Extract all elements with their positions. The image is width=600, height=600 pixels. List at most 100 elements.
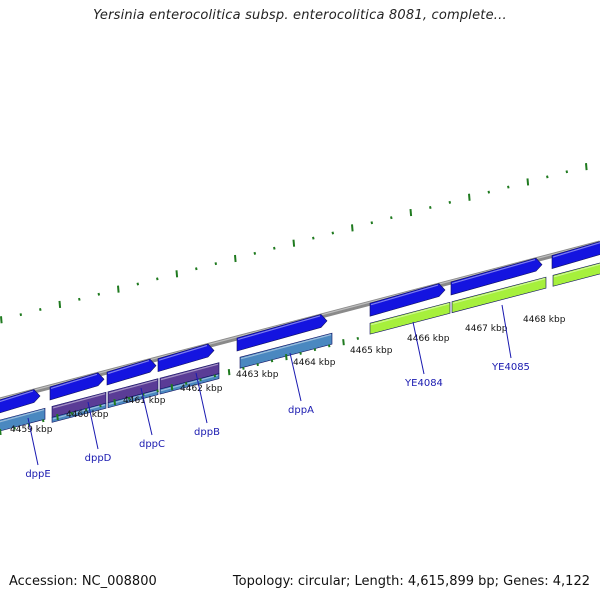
inner-tick bbox=[313, 348, 317, 352]
gene-block-purple-sheen bbox=[52, 393, 106, 409]
gene-leader-line bbox=[87, 401, 99, 450]
inner-tick bbox=[70, 411, 74, 415]
gene-block-purple-sheen bbox=[160, 363, 219, 381]
inner-tick bbox=[41, 419, 45, 423]
inner-tick bbox=[127, 396, 131, 400]
outer-tick bbox=[39, 308, 42, 312]
inner-tick bbox=[285, 354, 288, 361]
gene-block-lime-sheen bbox=[452, 278, 546, 304]
kbp-label: 4468 kbp bbox=[523, 315, 566, 325]
gene-leader-line bbox=[412, 321, 425, 375]
genome-stats: Topology: circular; Length: 4,615,899 bp… bbox=[232, 574, 590, 589]
forward-cds-arrow bbox=[49, 372, 105, 401]
outer-tick bbox=[78, 297, 81, 301]
inner-tick bbox=[256, 363, 259, 367]
outer-tick bbox=[58, 300, 62, 309]
inner-tick bbox=[99, 404, 102, 408]
gene-block-lime bbox=[552, 262, 600, 287]
outer-tick bbox=[156, 277, 159, 281]
outer-tick bbox=[565, 170, 569, 174]
gene-label-dppc: dppC bbox=[139, 439, 165, 450]
outer-tick bbox=[0, 316, 3, 324]
gene-block-steel-sheen bbox=[0, 409, 45, 423]
forward-cds-arrow bbox=[157, 343, 215, 373]
outer-tick bbox=[312, 236, 315, 240]
gene-block-lime bbox=[369, 301, 451, 335]
inner-tick-ring bbox=[0, 336, 360, 436]
inner-tick bbox=[156, 389, 159, 393]
gene-block-steel bbox=[239, 332, 333, 369]
outer-tick bbox=[273, 246, 276, 250]
inner-tick bbox=[142, 393, 145, 397]
outer-tick bbox=[292, 239, 296, 247]
outer-tick bbox=[117, 285, 120, 293]
forward-cds-arrow bbox=[369, 283, 446, 317]
outer-tick bbox=[507, 185, 510, 189]
outer-tick bbox=[234, 254, 237, 263]
gene-block-steel-sheen bbox=[52, 404, 106, 420]
outer-tick bbox=[390, 216, 393, 220]
outer-tick bbox=[97, 292, 101, 296]
gene-leader-line bbox=[195, 372, 208, 424]
forward-cds-arrow bbox=[0, 389, 41, 414]
inner-tick bbox=[213, 374, 217, 378]
outer-tick bbox=[331, 231, 335, 235]
gene-block-steel-sheen bbox=[160, 374, 219, 392]
inner-tick bbox=[0, 428, 2, 436]
inner-tick bbox=[270, 359, 274, 363]
gene-leader-line bbox=[501, 304, 512, 359]
gene-block-steel bbox=[51, 402, 107, 423]
inner-tick bbox=[242, 366, 245, 370]
outer-tick bbox=[253, 251, 257, 255]
outer-tick bbox=[546, 175, 549, 179]
outer-tick bbox=[195, 267, 198, 271]
gene-block-purple-sheen bbox=[108, 379, 158, 394]
inner-tick bbox=[113, 398, 116, 406]
outer-tick bbox=[429, 205, 432, 209]
outer-tick bbox=[487, 190, 491, 194]
forward-cds-arrow-sheen bbox=[370, 284, 439, 306]
gene-label-ye4085: YE4085 bbox=[491, 362, 530, 373]
gene-leader-line bbox=[140, 387, 153, 436]
accession-label: Accession: NC_008800 bbox=[9, 574, 157, 589]
forward-cds-arrow bbox=[106, 358, 157, 386]
gene-labels: dppE dppD dppC dppB dppA YE4084 YE4085 bbox=[25, 304, 530, 480]
forward-cds-arrow-sheen bbox=[237, 315, 321, 341]
gene-label-dppa: dppA bbox=[288, 405, 314, 416]
gene-block-lime-sheen bbox=[370, 303, 450, 326]
inner-tick bbox=[327, 344, 331, 348]
outer-tick bbox=[526, 178, 530, 186]
inner-tick bbox=[199, 378, 202, 382]
kbp-label: 4459 kbp bbox=[10, 425, 53, 435]
inner-tick bbox=[184, 381, 188, 385]
kbp-label: 4465 kbp bbox=[350, 346, 393, 356]
gene-label-dppb: dppB bbox=[194, 427, 220, 438]
forward-cds-arrow-sheen bbox=[552, 242, 600, 258]
forward-cds-arrow-sheen bbox=[158, 344, 208, 361]
gene-track bbox=[0, 262, 600, 432]
gene-label-dppe: dppE bbox=[25, 469, 50, 480]
gene-block-steel bbox=[0, 407, 46, 432]
kbp-label: 4467 kbp bbox=[465, 324, 508, 334]
forward-cds-arrow bbox=[236, 314, 328, 352]
gene-block-lime bbox=[451, 276, 547, 314]
inner-tick bbox=[56, 413, 59, 421]
gene-label-dppd: dppD bbox=[85, 453, 112, 464]
forward-cds-arrow-sheen bbox=[0, 390, 34, 403]
outer-tick bbox=[351, 224, 354, 232]
inner-tick bbox=[299, 351, 302, 355]
map-title: Yersinia enterocolitica subsp. enterocol… bbox=[93, 8, 507, 23]
outer-tick bbox=[585, 163, 588, 171]
gene-leader-line bbox=[289, 352, 302, 402]
inner-tick bbox=[227, 369, 231, 376]
kbp-label: 4462 kbp bbox=[180, 384, 223, 394]
outer-tick bbox=[136, 282, 140, 286]
forward-cds-arrow-sheen bbox=[451, 259, 536, 285]
outer-tick bbox=[214, 262, 218, 266]
gene-block-steel-sheen bbox=[108, 390, 158, 405]
outer-tick bbox=[468, 193, 471, 201]
outer-tick bbox=[448, 200, 452, 204]
inner-tick bbox=[342, 339, 345, 346]
inner-tick bbox=[356, 336, 360, 340]
